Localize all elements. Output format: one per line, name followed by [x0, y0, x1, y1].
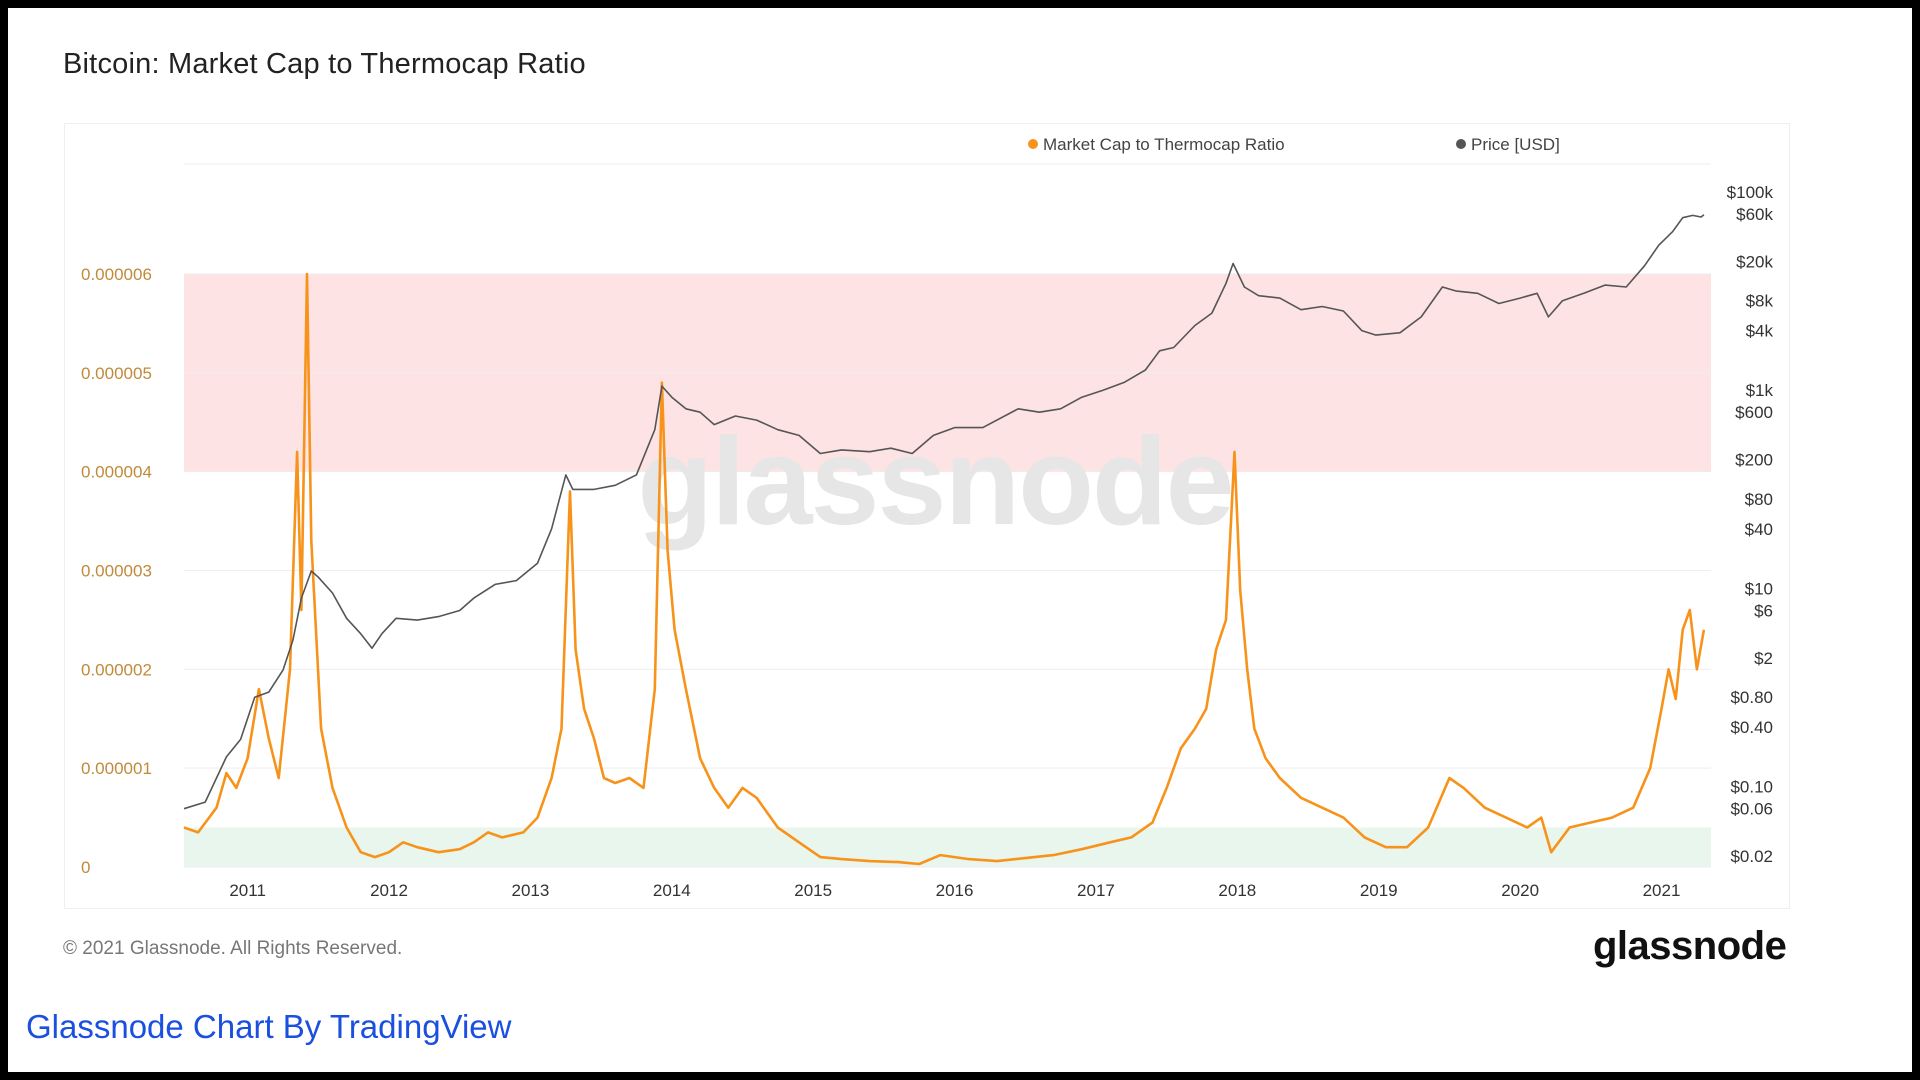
y-left-tick-label: 0.000004 — [81, 463, 152, 482]
copyright-text: © 2021 Glassnode. All Rights Reserved. — [63, 938, 403, 959]
x-tick-label: 2013 — [511, 881, 549, 900]
watermark-text: glassnode — [637, 413, 1232, 551]
legend-dot-price — [1456, 139, 1466, 149]
page-title: Bitcoin: Market Cap to Thermocap Ratio — [63, 48, 586, 80]
y-right-tick-label: $200 — [1735, 451, 1773, 470]
x-tick-label: 2015 — [794, 881, 832, 900]
y-right-tick-label: $60k — [1736, 205, 1773, 224]
x-tick-label: 2020 — [1501, 881, 1539, 900]
x-tick-label: 2018 — [1218, 881, 1256, 900]
ratio-series-line — [183, 272, 1706, 866]
y-left-tick-label: 0.000006 — [81, 265, 152, 284]
y-right-tick-label: $0.40 — [1730, 718, 1773, 737]
y-left-tick-label: 0.000005 — [81, 364, 152, 383]
price-series-line — [183, 214, 1705, 810]
y-right-tick-label: $4k — [1746, 322, 1774, 341]
legend-label-price: Price [USD] — [1471, 135, 1560, 154]
y-right-tick-label: $6 — [1754, 601, 1773, 620]
screenshot-frame: Bitcoin: Market Cap to Thermocap Ratio g… — [8, 8, 1912, 1072]
x-tick-label: 2012 — [370, 881, 408, 900]
y-right-tick-label: $10 — [1745, 579, 1773, 598]
band-lower — [184, 827, 1711, 867]
x-tick-label: 2011 — [229, 881, 266, 900]
y-right-tick-label: $8k — [1746, 292, 1774, 311]
x-tick-label: 2019 — [1360, 881, 1398, 900]
y-right-tick-label: $0.80 — [1730, 688, 1773, 707]
y-right-tick-label: $80 — [1745, 490, 1773, 509]
chart-panel: glassnode 0 0.000001 0.000002 0.000003 0.0000… — [64, 123, 1790, 909]
y-right-tick-label: $20k — [1736, 252, 1773, 271]
y-right-tick-label: $0.02 — [1730, 847, 1773, 866]
y-right-tick-label: $40 — [1745, 520, 1773, 539]
x-tick-label: 2017 — [1077, 881, 1115, 900]
y-right-tick-label: $0.10 — [1730, 778, 1773, 797]
y-left-tick-label: 0.000002 — [81, 660, 152, 679]
legend-dot-ratio — [1028, 139, 1038, 149]
x-tick-label: 2021 — [1643, 881, 1681, 900]
x-tick-label: 2016 — [936, 881, 974, 900]
legend-label-ratio: Market Cap to Thermocap Ratio — [1043, 135, 1285, 154]
y-left-tick-label: 0.000003 — [81, 562, 152, 581]
y-right-tick-label: $2 — [1754, 649, 1773, 668]
y-right-tick-label: $600 — [1735, 403, 1773, 422]
y-right-tick-label: $0.06 — [1730, 800, 1773, 819]
glassnode-logo: glassnode — [1593, 924, 1787, 968]
y-left-tick-label: 0.000001 — [81, 759, 152, 778]
y-left-tick-label: 0 — [81, 858, 90, 877]
chart-caption-link[interactable]: Glassnode Chart By TradingView — [26, 1008, 512, 1045]
chart-svg: glassnode 0 0.000001 0.000002 0.000003 0.0000… — [81, 135, 1774, 900]
y-right-tick-label: $1k — [1746, 381, 1774, 400]
y-right-tick-label: $100k — [1727, 183, 1774, 202]
x-tick-label: 2014 — [653, 881, 691, 900]
